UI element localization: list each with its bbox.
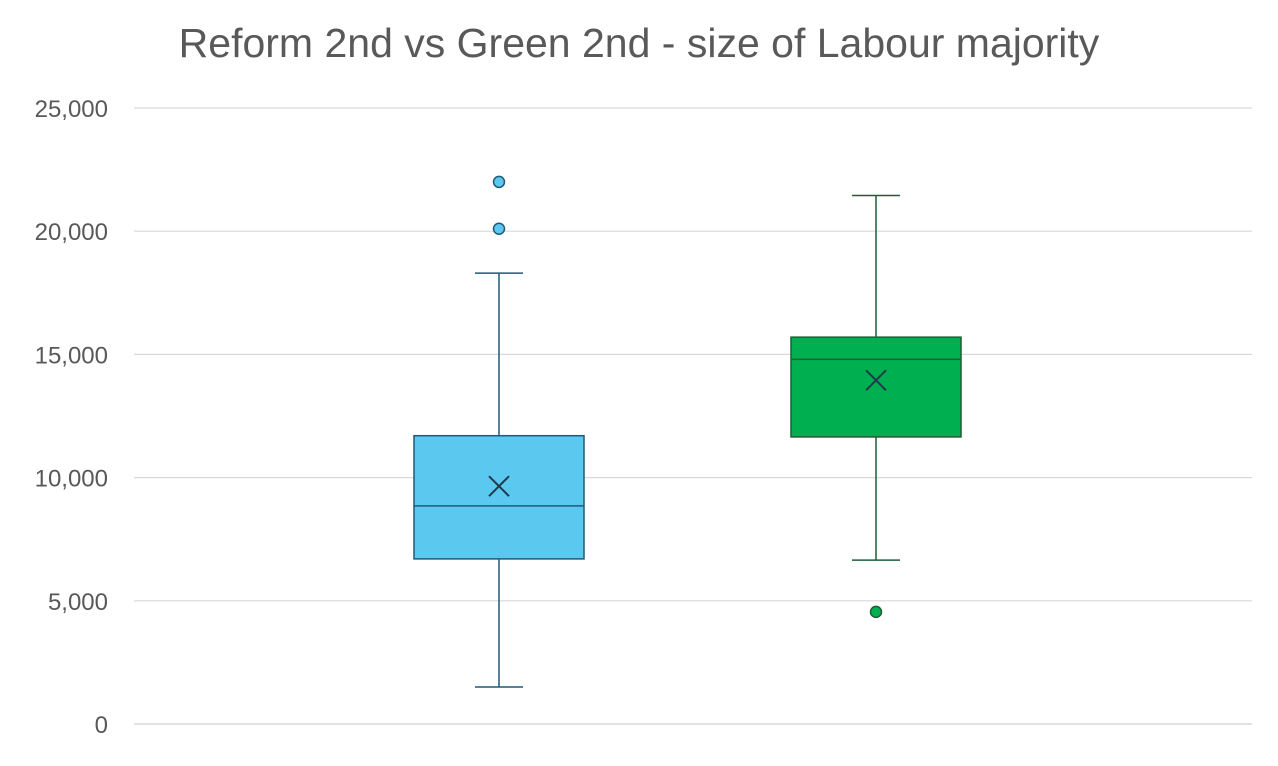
- box-series-layer: [413, 175, 962, 688]
- y-axis-tick-labels: 0 5,000 10,000 15,000 20,000 25,000: [35, 96, 108, 739]
- outlier-point: [492, 222, 506, 235]
- gridlines: [134, 107, 1252, 725]
- y-tick-label: 20,000: [35, 219, 108, 246]
- outlier-point: [869, 605, 883, 619]
- y-tick-label: 0: [95, 712, 108, 739]
- y-tick-label: 10,000: [35, 466, 108, 493]
- mean-marker: [865, 369, 887, 391]
- mean-marker: [488, 475, 510, 497]
- outlier-point: [492, 175, 506, 189]
- chart-title: Reform 2nd vs Green 2nd - size of Labour…: [178, 20, 1100, 66]
- box-series-1: [413, 175, 585, 688]
- box-series-2: [790, 194, 962, 619]
- y-tick-label: 25,000: [35, 96, 108, 123]
- y-tick-label: 5,000: [48, 589, 108, 616]
- iqr-box: [413, 434, 585, 560]
- iqr-box: [790, 336, 962, 438]
- y-tick-label: 15,000: [35, 342, 108, 369]
